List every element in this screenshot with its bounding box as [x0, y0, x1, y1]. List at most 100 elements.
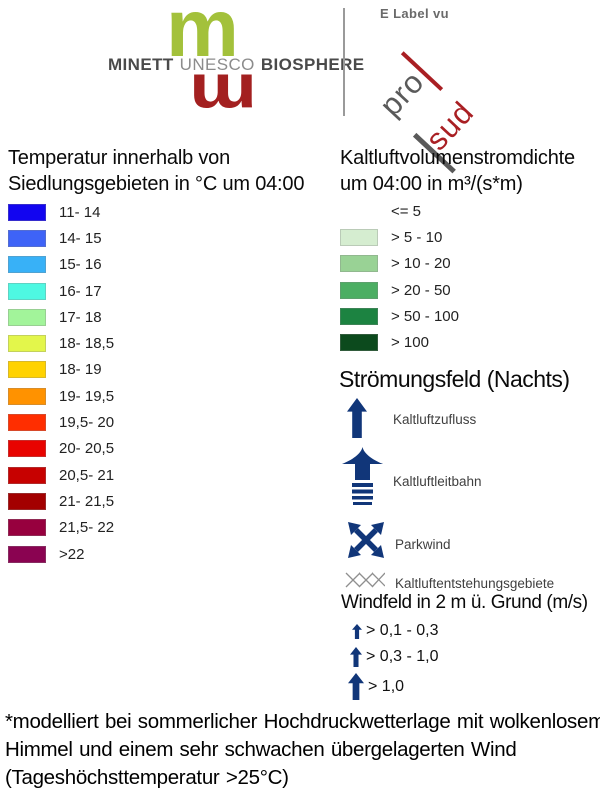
- color-swatch: [8, 414, 46, 432]
- temperature-title-line2: Siedlungsgebieten in °C um 04:00: [8, 172, 305, 195]
- temperature-legend-rows: 11- 14 14- 15 15- 16 16- 17 17- 18 18- 1…: [8, 199, 114, 567]
- model-footnote: *modelliert bei sommerlicher Hochdruckwe…: [5, 708, 600, 792]
- color-swatch: [340, 228, 378, 246]
- kaltluftzufluss-arrow-icon: [347, 398, 367, 438]
- legend-label: 20,5- 21: [59, 466, 115, 484]
- kaltluftzufluss-label: Kaltluftzufluss: [393, 412, 477, 427]
- kaltluftleitbahn-label: Kaltluftleitbahn: [393, 474, 482, 489]
- color-swatch: [8, 335, 46, 353]
- coldair-legend-row: > 20 - 50: [340, 277, 459, 303]
- coldair-title-line1: Kaltluftvolumenstromdichte: [340, 147, 575, 169]
- temperature-legend-row: >22: [8, 541, 114, 567]
- color-swatch: [8, 361, 46, 379]
- temperature-legend-row: 20,5- 21: [8, 462, 114, 488]
- legend-label: 16- 17: [59, 282, 102, 300]
- leitbahn-stripe: [353, 502, 372, 505]
- temperature-legend-row: 20- 20,5: [8, 436, 114, 462]
- windfeld-title: Windfeld in 2 m ü. Grund (m/s): [341, 592, 588, 613]
- legend-label: <= 5: [391, 202, 422, 220]
- legend-label: 14- 15: [59, 229, 102, 247]
- legend-label: 21- 21,5: [59, 492, 115, 510]
- color-swatch: [340, 202, 378, 220]
- legend-label: >22: [59, 545, 85, 563]
- temperature-legend-row: 17- 18: [8, 304, 114, 330]
- coldair-legend-row: > 100: [340, 329, 459, 355]
- kaltluftleitbahn-arrow-icon: [342, 447, 383, 505]
- legend-label: > 100: [391, 334, 429, 352]
- biosphere-word: BIOSPHERE: [260, 55, 365, 74]
- color-swatch: [8, 440, 46, 458]
- minett-logo-wordmark: MINETT UNESCO BIOSPHERE: [108, 55, 364, 75]
- color-swatch: [8, 519, 46, 537]
- legend-label: 19,5- 20: [59, 414, 115, 432]
- stroemungsfeld-title: Strömungsfeld (Nachts): [339, 366, 570, 392]
- leitbahn-stripe: [352, 496, 373, 500]
- minett-logo-inverted-m-icon: m: [189, 60, 257, 131]
- footnote-line3: (Tageshöchsttemperatur >25°C): [5, 766, 289, 789]
- legend-label: > 5 - 10: [391, 228, 443, 246]
- legend-label: 17- 18: [59, 308, 102, 326]
- wind-speed-label: > 1,0: [368, 678, 405, 695]
- coldair-legend-row: > 5 - 10: [340, 224, 459, 250]
- temperature-legend-row: 14- 15: [8, 225, 114, 251]
- leitbahn-stripe: [352, 483, 373, 487]
- coldair-legend-row: <= 5: [340, 198, 459, 224]
- color-swatch: [8, 229, 46, 247]
- color-swatch: [8, 466, 46, 484]
- prosud-logo: pro sud: [354, 11, 503, 174]
- color-swatch: [340, 281, 378, 299]
- legend-label: > 20 - 50: [391, 281, 451, 299]
- coldair-title-line2: um 04:00 in m³/(s*m): [340, 172, 523, 195]
- temperature-legend-row: 16- 17: [8, 278, 114, 304]
- temperature-legend-row: 19,5- 20: [8, 409, 114, 435]
- temperature-legend-row: 18- 19: [8, 357, 114, 383]
- parkwind-arrowhead: [371, 545, 384, 558]
- footnote-line2: Himmel und einem sehr schwachen übergela…: [5, 738, 517, 761]
- wind-speed-label: > 0,3 - 1,0: [366, 648, 439, 665]
- color-swatch: [8, 545, 46, 563]
- temperature-legend-row: 18- 18,5: [8, 330, 114, 356]
- coldair-legend-row: > 50 - 100: [340, 303, 459, 329]
- parkwind-label: Parkwind: [395, 537, 451, 552]
- unesco-word: UNESCO: [179, 55, 255, 74]
- wind-arrow-medium-icon: [350, 647, 362, 667]
- parkwind-arrowhead: [348, 522, 361, 535]
- coldair-legend-title: Kaltluftvolumenstromdichte um 04:00 in m…: [340, 146, 575, 197]
- color-swatch: [8, 308, 46, 326]
- color-swatch: [8, 387, 46, 405]
- color-swatch: [340, 255, 378, 273]
- footnote-line1: *modelliert bei sommerlicher Hochdruckwe…: [5, 710, 600, 733]
- color-swatch: [8, 492, 46, 510]
- temperature-legend-row: 15- 16: [8, 252, 114, 278]
- temperature-legend-row: 21- 21,5: [8, 488, 114, 514]
- legend-label: 20- 20,5: [59, 440, 115, 458]
- legend-label: 19- 19,5: [59, 387, 115, 405]
- kaltluftentstehungsgebiete-hatch-icon: [345, 572, 385, 588]
- wind-speed-label: > 0,1 - 0,3: [366, 622, 439, 639]
- parkwind-cross-arrows-icon: [348, 522, 384, 558]
- temperature-legend-title: Temperatur innerhalb von Siedlungsgebiet…: [8, 146, 304, 197]
- kaltluftentstehungsgebiete-label: Kaltluftentstehungsgebiete: [395, 576, 555, 591]
- leitbahn-arrow-shape: [342, 447, 383, 480]
- legend-label: 21,5- 22: [59, 519, 115, 537]
- parkwind-arrowhead: [371, 522, 384, 535]
- legend-label: > 10 - 20: [391, 255, 451, 273]
- minett-logo-m-icon: m: [166, 0, 239, 74]
- temperature-legend-row: 21,5- 22: [8, 515, 114, 541]
- leitbahn-stripe: [352, 489, 373, 494]
- coldair-legend-rows: <= 5 > 5 - 10 > 10 - 20 > 20 - 50 > 50 -…: [340, 198, 459, 356]
- temperature-title-line1: Temperatur innerhalb von: [8, 147, 230, 169]
- color-swatch: [340, 307, 378, 325]
- legend-label: 18- 19: [59, 361, 102, 379]
- wind-arrow-large-icon: [348, 673, 364, 700]
- temperature-legend-row: 11- 14: [8, 199, 114, 225]
- wind-arrow-small-icon: [352, 624, 362, 639]
- legend-label: 11- 14: [59, 203, 101, 221]
- color-swatch: [8, 282, 46, 300]
- parkwind-cross-lines: [354, 528, 378, 552]
- color-swatch: [340, 334, 378, 352]
- header-divider: [343, 8, 345, 116]
- legend-label: 15- 16: [59, 256, 102, 274]
- legend-label: > 50 - 100: [391, 307, 459, 325]
- color-swatch: [8, 256, 46, 274]
